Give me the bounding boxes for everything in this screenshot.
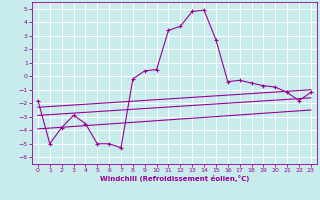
- X-axis label: Windchill (Refroidissement éolien,°C): Windchill (Refroidissement éolien,°C): [100, 175, 249, 182]
